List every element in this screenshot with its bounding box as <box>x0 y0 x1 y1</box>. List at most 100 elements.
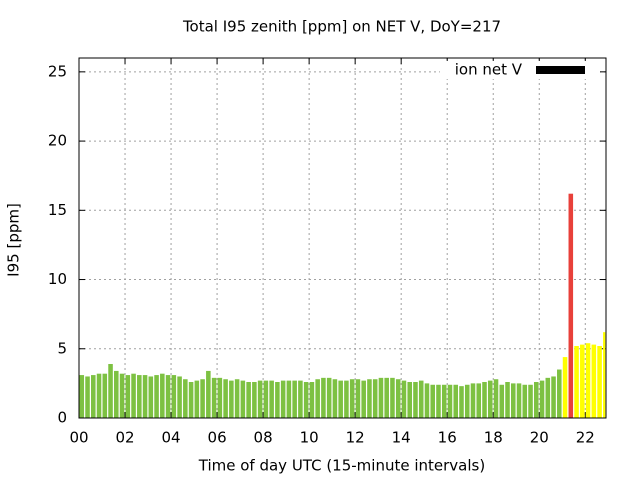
bar <box>522 384 528 418</box>
bar <box>453 384 459 418</box>
x-tick-label: 06 <box>208 429 227 447</box>
bar <box>246 382 251 418</box>
bar <box>206 370 211 418</box>
bar <box>355 379 361 418</box>
x-tick-label: 12 <box>346 429 365 447</box>
x-tick-label: 18 <box>484 429 503 447</box>
bar <box>418 380 424 418</box>
bar <box>257 380 263 418</box>
bar <box>263 380 269 418</box>
bar <box>493 379 499 418</box>
y-tick-label: 25 <box>48 62 67 80</box>
bar <box>234 379 240 418</box>
bar <box>160 373 165 418</box>
bar <box>447 384 453 418</box>
y-tick-label: 15 <box>48 201 67 219</box>
bar <box>557 369 562 418</box>
bar <box>223 379 228 418</box>
bar <box>580 344 585 418</box>
x-tick-label: 16 <box>438 429 457 447</box>
bar <box>142 375 148 418</box>
legend-swatch <box>536 66 585 74</box>
bar <box>378 377 384 418</box>
bar <box>240 380 246 418</box>
bar <box>470 383 476 418</box>
bar <box>303 382 309 418</box>
bar <box>539 380 545 418</box>
bar <box>96 373 102 418</box>
x-tick-label: 10 <box>300 429 319 447</box>
bar <box>217 377 223 418</box>
bar <box>441 384 447 418</box>
bar <box>137 375 142 418</box>
legend-background <box>440 61 600 79</box>
bar <box>183 379 188 418</box>
bar <box>585 343 591 418</box>
bar <box>528 384 533 418</box>
bar <box>85 376 90 418</box>
bar <box>286 380 292 418</box>
bar <box>603 332 606 418</box>
bar <box>269 380 274 418</box>
bar <box>516 383 522 418</box>
x-tick-label: 04 <box>162 429 181 447</box>
bar <box>384 377 389 418</box>
x-tick-label: 14 <box>392 429 411 447</box>
y-tick-label: 0 <box>57 409 67 427</box>
bar <box>200 379 205 418</box>
bar <box>551 376 556 418</box>
y-tick-label: 10 <box>48 270 67 288</box>
bar <box>407 382 412 418</box>
x-tick-label: 08 <box>254 429 273 447</box>
y-axis-label: I95 [ppm] <box>5 203 23 277</box>
bar <box>534 382 539 418</box>
chart-title: Total I95 zenith [ppm] on NET V, DoY=217 <box>182 18 501 36</box>
bar <box>510 383 516 418</box>
bar <box>154 375 159 418</box>
bar <box>177 376 182 418</box>
bar <box>545 377 551 418</box>
y-tick-label: 20 <box>48 132 67 150</box>
bar <box>188 382 194 418</box>
bar <box>367 379 372 418</box>
bar <box>338 380 343 418</box>
bar <box>332 379 338 418</box>
x-axis-label: Time of day UTC (15-minute intervals) <box>198 457 485 475</box>
y-tick-label: 5 <box>57 339 67 357</box>
bar <box>413 382 418 418</box>
bar <box>194 380 200 418</box>
bar <box>349 379 355 418</box>
bar <box>252 382 257 418</box>
bar <box>436 384 441 418</box>
bar <box>361 380 366 418</box>
x-tick-label: 02 <box>115 429 134 447</box>
bar <box>148 376 154 418</box>
bar <box>125 375 131 418</box>
bar <box>131 373 136 418</box>
bar <box>482 382 487 418</box>
bar <box>91 375 96 418</box>
bar <box>505 382 510 418</box>
bar <box>79 375 85 418</box>
bar <box>476 383 482 418</box>
x-tick-label: 20 <box>530 429 549 447</box>
bar <box>102 373 108 418</box>
bar <box>390 377 395 418</box>
bar <box>114 370 119 418</box>
bar <box>499 384 505 418</box>
bar <box>108 364 113 418</box>
x-tick-label: 22 <box>576 429 595 447</box>
bar <box>119 373 125 418</box>
bar <box>165 375 171 418</box>
bar <box>229 380 234 418</box>
bar <box>459 386 464 418</box>
bar <box>280 380 286 418</box>
bar <box>211 377 217 418</box>
bar <box>487 380 493 418</box>
bar <box>292 380 297 418</box>
bar <box>424 383 430 418</box>
bar <box>574 346 579 418</box>
bar <box>315 379 320 418</box>
legend-label: ion net V <box>455 61 523 79</box>
